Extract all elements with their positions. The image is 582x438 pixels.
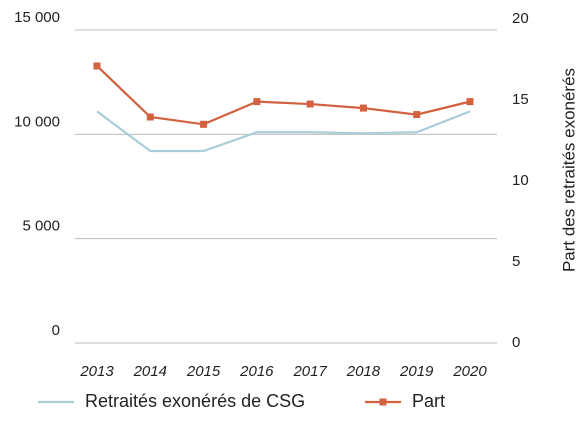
y2-tick-label: 10 bbox=[512, 172, 529, 189]
x-tick-label: 2019 bbox=[399, 363, 434, 380]
y-tick-label: 10 000 bbox=[14, 113, 60, 130]
series-line bbox=[96, 110, 471, 153]
legend-marker bbox=[379, 398, 387, 406]
x-tick-label: 2020 bbox=[452, 363, 487, 380]
y-tick-label: 15 000 bbox=[14, 9, 60, 26]
legend-label: Retraités exonérés de CSG bbox=[85, 391, 305, 411]
x-tick-label: 2015 bbox=[186, 363, 221, 380]
point bbox=[306, 100, 314, 108]
x-tick-label: 2014 bbox=[133, 363, 167, 380]
point bbox=[253, 98, 261, 106]
y2-tick-label: 20 bbox=[512, 10, 529, 27]
point bbox=[93, 62, 101, 70]
x-tick-label: 2016 bbox=[239, 363, 274, 380]
x-tick-label: 2013 bbox=[79, 363, 114, 380]
point bbox=[466, 98, 474, 106]
series-line bbox=[96, 65, 471, 126]
point bbox=[146, 113, 154, 121]
point bbox=[200, 120, 208, 128]
y2-axis-title: Part des retraités exonérés bbox=[559, 68, 578, 272]
legend-label: Part bbox=[412, 391, 445, 411]
y-tick-label: 0 bbox=[52, 322, 60, 339]
y2-tick-label: 15 bbox=[512, 91, 529, 108]
y2-tick-label: 0 bbox=[512, 334, 520, 351]
point bbox=[359, 104, 367, 112]
y-tick-label: 5 000 bbox=[22, 218, 60, 235]
x-tick-label: 2017 bbox=[292, 363, 327, 380]
y2-tick-label: 5 bbox=[512, 253, 520, 270]
point bbox=[413, 111, 421, 119]
x-tick-label: 2018 bbox=[346, 363, 381, 380]
